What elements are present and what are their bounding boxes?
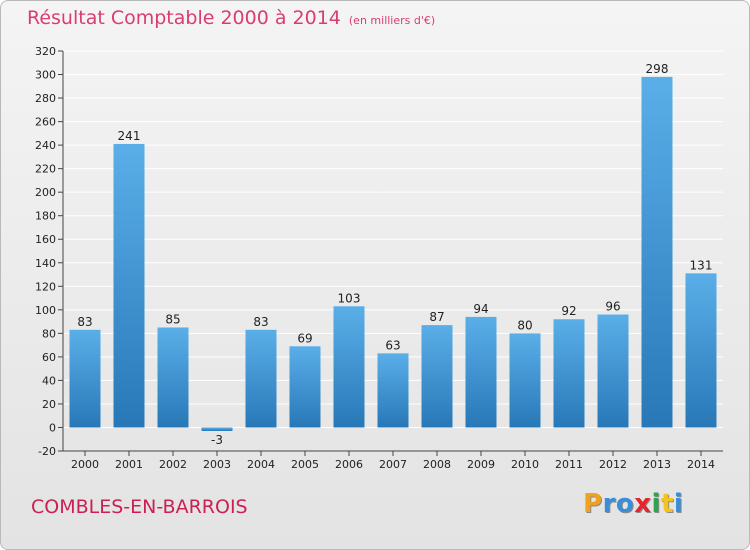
bar (157, 327, 189, 428)
y-tick-label: 200 (35, 186, 56, 199)
x-tick-label: 2002 (159, 458, 187, 471)
bar (597, 314, 629, 428)
x-tick-label: 2010 (511, 458, 539, 471)
data-label: 85 (165, 312, 180, 326)
logo-letter: o (615, 489, 635, 519)
y-tick-label: 260 (35, 116, 56, 129)
bar (641, 76, 673, 428)
y-tick-label: 160 (35, 233, 56, 246)
x-tick-label: 2001 (115, 458, 143, 471)
logo-letter: P (583, 489, 603, 519)
chart-title: Résultat Comptable 2000 à 2014 (en millie… (27, 7, 435, 29)
bar (465, 316, 497, 428)
x-tick-label: 2008 (423, 458, 451, 471)
bar (377, 353, 409, 428)
data-label: 87 (429, 310, 444, 324)
data-label: 241 (118, 129, 141, 143)
data-label: 96 (605, 300, 620, 314)
x-tick-label: 2003 (203, 458, 231, 471)
y-tick-label: 80 (42, 327, 56, 340)
x-tick-label: 2000 (71, 458, 99, 471)
x-tick-label: 2014 (687, 458, 715, 471)
data-label: 83 (253, 315, 268, 329)
y-tick-label: 100 (35, 304, 56, 317)
chart-title-unit: (en milliers d'€) (348, 14, 436, 27)
bar (509, 333, 541, 428)
bar (289, 346, 321, 428)
y-tick-label: 280 (35, 92, 56, 105)
x-tick-label: 2012 (599, 458, 627, 471)
x-tick-label: 2004 (247, 458, 275, 471)
data-label: 83 (77, 315, 92, 329)
data-label: 131 (690, 258, 713, 272)
data-label: 63 (385, 338, 400, 352)
x-tick-label: 2011 (555, 458, 583, 471)
y-tick-label: 0 (49, 421, 56, 434)
data-label: 298 (646, 62, 669, 76)
logo-letter: i (651, 489, 661, 519)
y-tick-label: 20 (42, 398, 56, 411)
y-tick-label: 60 (42, 351, 56, 364)
y-tick-label: 140 (35, 257, 56, 270)
y-tick-label: 40 (42, 374, 56, 387)
bar (245, 329, 277, 428)
data-label: 69 (297, 331, 312, 345)
bar (201, 427, 233, 431)
data-label: 80 (517, 318, 532, 332)
data-label: -3 (211, 433, 223, 447)
x-tick-label: 2005 (291, 458, 319, 471)
logo-letter: x (634, 489, 652, 519)
y-tick-label: 320 (35, 45, 56, 58)
y-tick-label: 220 (35, 163, 56, 176)
chart-title-main: Résultat Comptable 2000 à 2014 (27, 7, 341, 29)
bar (333, 306, 365, 428)
bar (69, 329, 101, 428)
bar (685, 273, 717, 428)
y-tick-label: 120 (35, 280, 56, 293)
y-tick-label: 180 (35, 210, 56, 223)
y-tick-label: 300 (35, 69, 56, 82)
y-tick-label: -20 (38, 445, 56, 458)
bar (113, 143, 145, 428)
x-tick-label: 2013 (643, 458, 671, 471)
data-label: 94 (473, 302, 488, 316)
x-tick-label: 2009 (467, 458, 495, 471)
location-name: COMBLES-EN-BARROIS (31, 496, 248, 518)
logo-letter: t (660, 489, 674, 519)
x-tick-label: 2006 (335, 458, 363, 471)
proxiti-logo[interactable]: Proxiti (583, 489, 683, 519)
data-label: 103 (338, 291, 361, 305)
data-label: 92 (561, 304, 576, 318)
logo-letter: i (673, 489, 684, 519)
y-tick-label: 240 (35, 139, 56, 152)
bar (421, 325, 453, 428)
logo-letter: r (602, 489, 616, 519)
bar (553, 319, 585, 428)
x-tick-label: 2007 (379, 458, 407, 471)
